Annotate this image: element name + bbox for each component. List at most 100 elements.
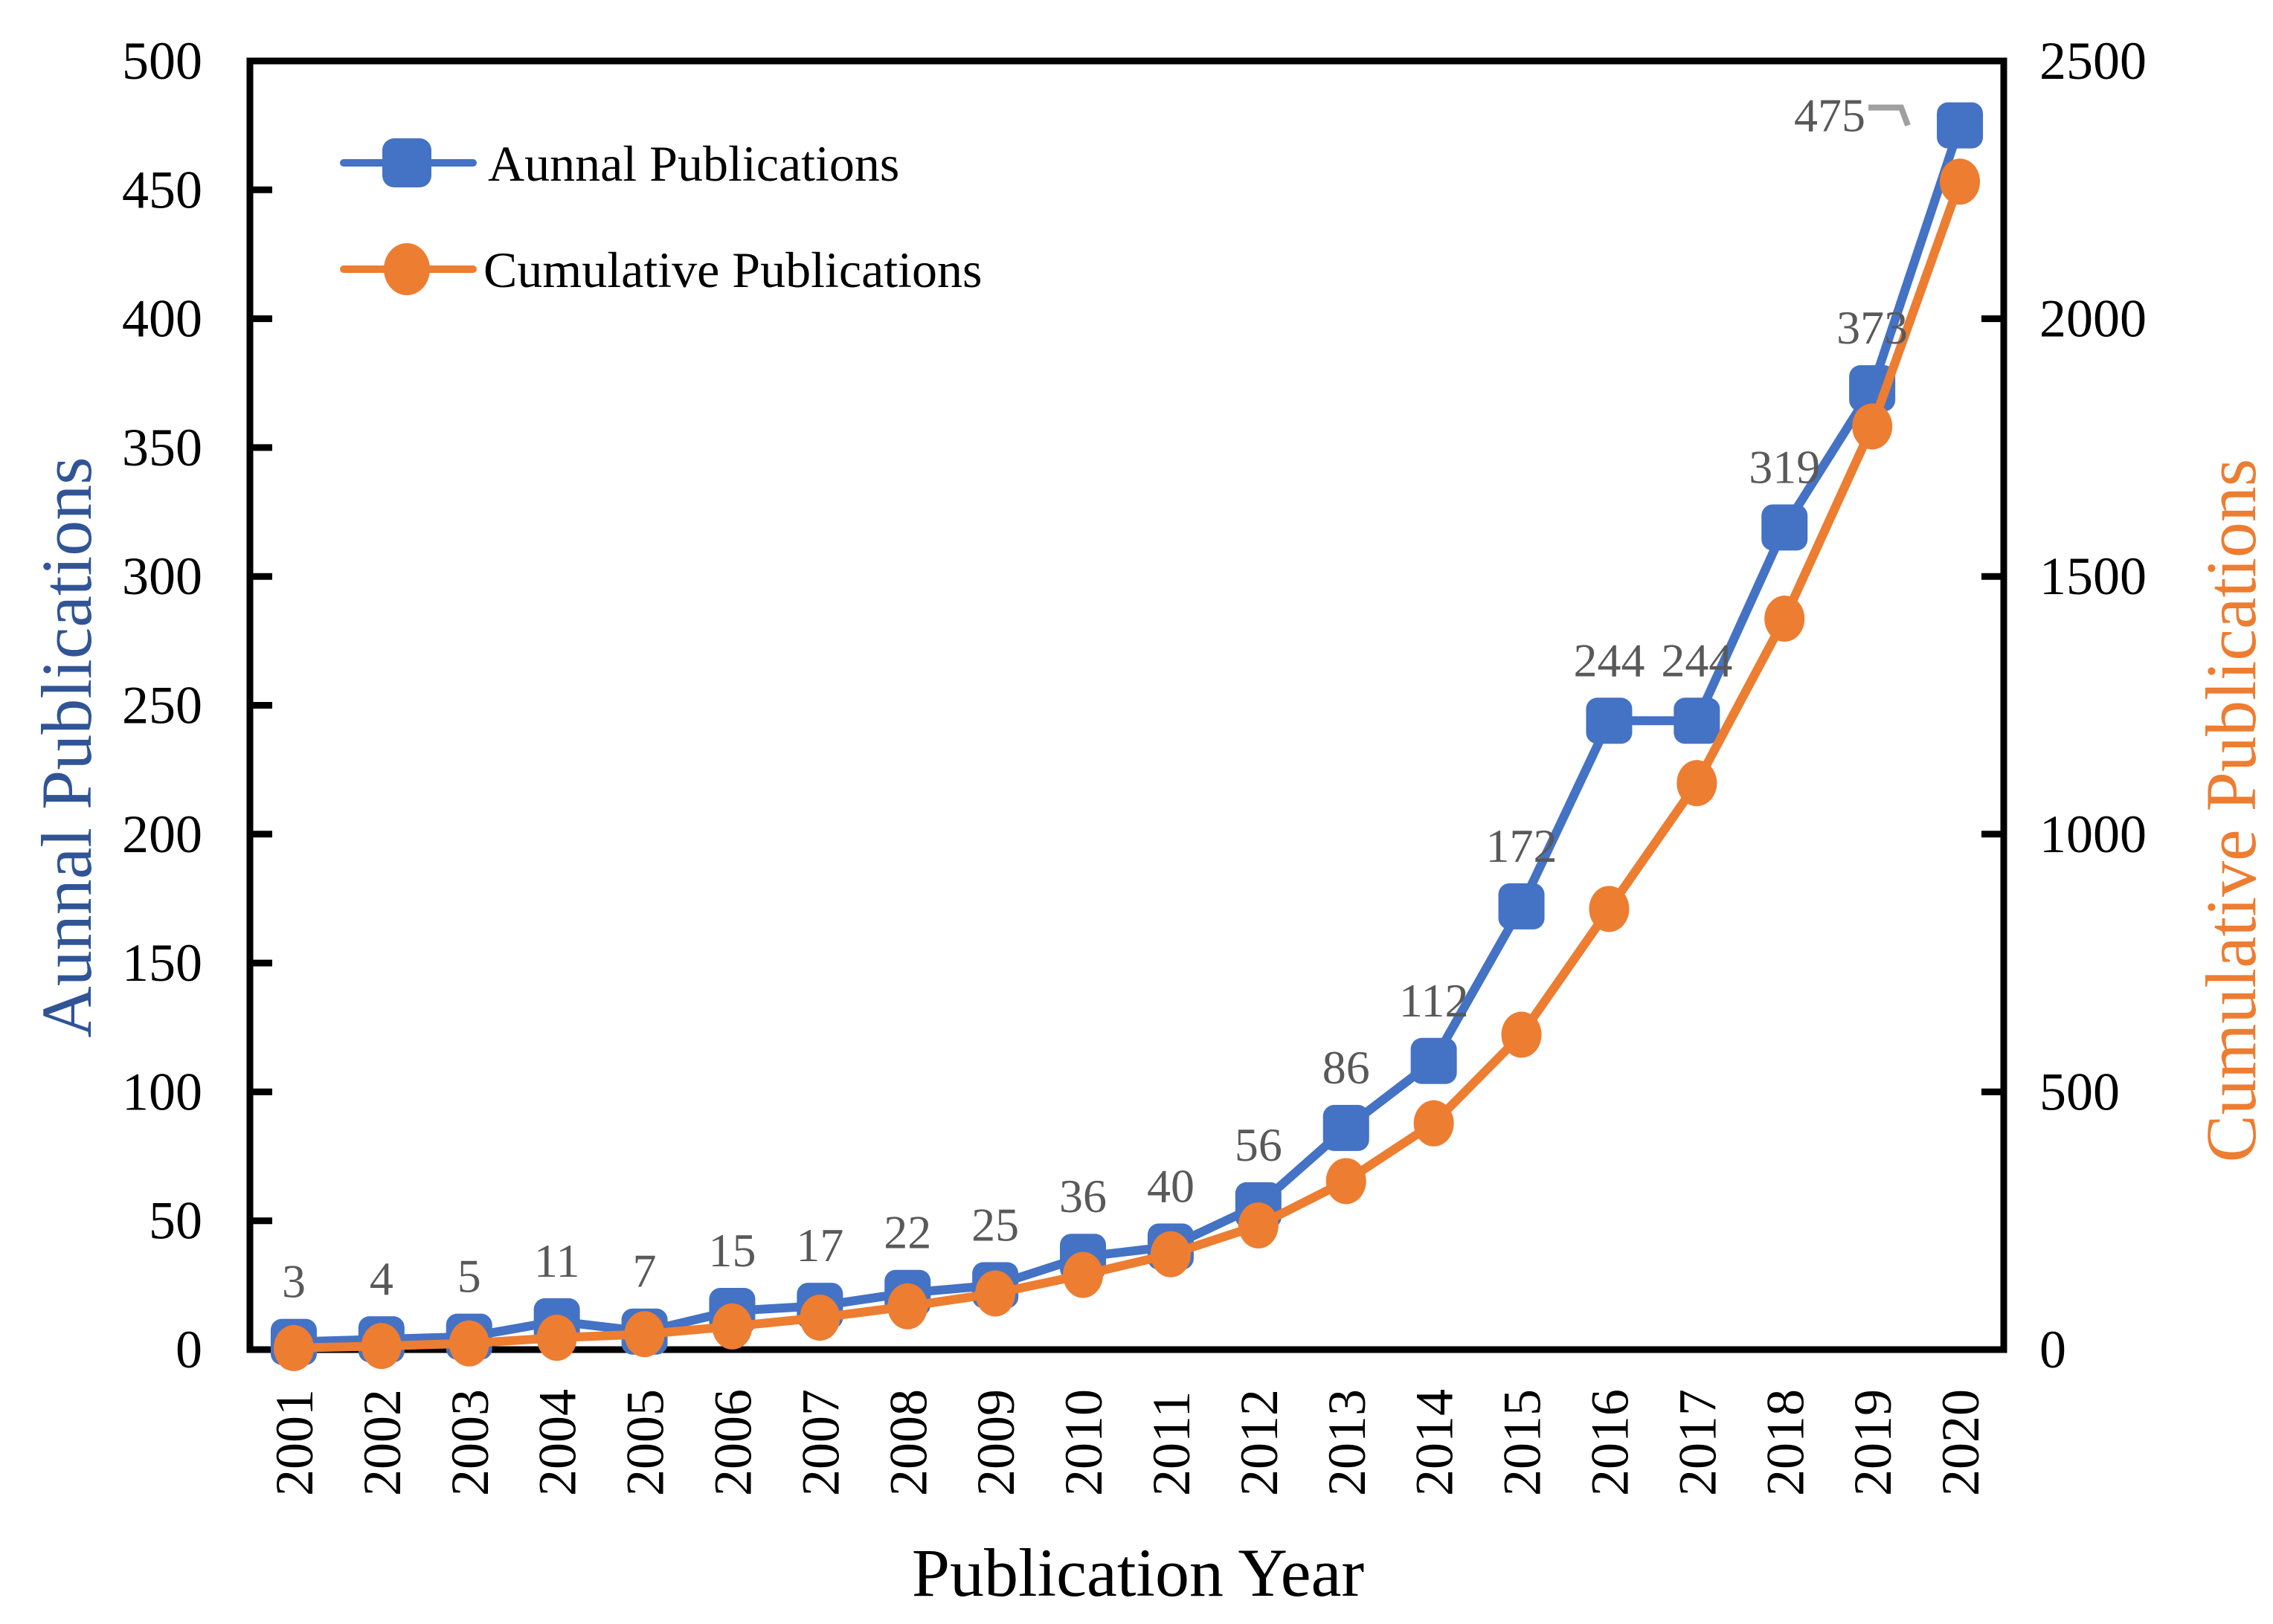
left-axis-tick-label: 500 bbox=[122, 31, 202, 91]
annual-marker bbox=[1674, 697, 1720, 744]
x-axis-tick-label: 2018 bbox=[1755, 1389, 1815, 1496]
x-axis-tick-label: 2017 bbox=[1668, 1389, 1727, 1496]
left-axis-ticks: 0 50 100 150 200 250 300 350 400 450 500 bbox=[122, 31, 272, 1379]
cumulative-marker bbox=[975, 1270, 1016, 1317]
data-label: 5 bbox=[457, 1250, 481, 1303]
left-axis-tick-label: 300 bbox=[122, 547, 202, 606]
cumulative-marker bbox=[1764, 596, 1805, 642]
x-axis-tick-label: 2002 bbox=[353, 1389, 412, 1496]
legend: Aunnal Publications Cumulative Publicati… bbox=[340, 135, 983, 298]
cumulative-marker bbox=[1501, 1011, 1542, 1058]
x-axis-tick-label: 2008 bbox=[878, 1389, 938, 1496]
left-axis-tick-label: 150 bbox=[122, 933, 202, 993]
right-axis-ticks: 0 500 1000 1500 2000 2500 bbox=[1981, 31, 2147, 1379]
cumulative-marker bbox=[1676, 760, 1717, 807]
data-label: 7 bbox=[633, 1245, 657, 1298]
plot-series bbox=[270, 102, 1984, 1371]
left-axis-tick-label: 400 bbox=[122, 289, 202, 349]
cumulative-marker bbox=[1852, 403, 1893, 450]
x-axis-tick-label: 2009 bbox=[966, 1389, 1026, 1496]
x-axis-tick-label: 2004 bbox=[528, 1389, 588, 1496]
data-label: 4 bbox=[370, 1252, 393, 1305]
data-label: 22 bbox=[884, 1206, 931, 1259]
left-axis-tick-label: 0 bbox=[176, 1320, 202, 1379]
annual-marker bbox=[1586, 697, 1633, 744]
x-axis-tick-label: 2019 bbox=[1843, 1389, 1903, 1496]
annual-marker bbox=[1498, 883, 1545, 929]
data-label: 244 bbox=[1573, 634, 1645, 686]
left-axis-title: Aunnal Publications bbox=[27, 457, 106, 1037]
data-label: 475 bbox=[1794, 89, 1865, 142]
x-axis-tick-label: 2006 bbox=[703, 1389, 762, 1496]
x-axis-tick-label: 2013 bbox=[1317, 1389, 1377, 1496]
cumulative-marker bbox=[273, 1324, 314, 1371]
data-label: 244 bbox=[1661, 634, 1732, 686]
data-label: 86 bbox=[1322, 1041, 1370, 1094]
data-label: 15 bbox=[708, 1224, 756, 1277]
data-label: 319 bbox=[1749, 440, 1820, 493]
cumulative-marker bbox=[800, 1295, 840, 1341]
x-axis-tick-label: 2011 bbox=[1142, 1391, 1201, 1496]
x-axis-tick-label: 2010 bbox=[1054, 1389, 1113, 1496]
cumulative-marker bbox=[1413, 1100, 1454, 1147]
data-label: 40 bbox=[1147, 1159, 1195, 1212]
left-axis-tick-label: 450 bbox=[122, 160, 202, 219]
data-label-leader-line bbox=[1868, 104, 1911, 127]
left-axis-tick-label: 350 bbox=[122, 418, 202, 477]
data-label: 112 bbox=[1399, 974, 1469, 1027]
right-axis-title: Cumulative Publications bbox=[2191, 459, 2271, 1163]
cumulative-marker bbox=[1325, 1158, 1366, 1205]
cumulative-marker bbox=[624, 1311, 665, 1358]
legend-marker-cumulative-circle bbox=[384, 243, 430, 295]
annual-marker bbox=[1322, 1104, 1369, 1151]
data-label: 11 bbox=[534, 1234, 580, 1287]
x-axis-tick-label: 2016 bbox=[1580, 1389, 1639, 1496]
left-axis-tick-label: 200 bbox=[122, 805, 202, 864]
right-axis-tick-label: 500 bbox=[2039, 1062, 2120, 1121]
legend-label-annual: Aunnal Publications bbox=[488, 135, 899, 192]
right-axis-tick-label: 0 bbox=[2039, 1320, 2066, 1379]
cumulative-marker bbox=[1150, 1231, 1191, 1277]
x-axis-title: Publication Year bbox=[912, 1535, 1364, 1611]
cumulative-marker bbox=[1940, 158, 1981, 205]
left-axis-tick-label: 100 bbox=[122, 1062, 202, 1121]
legend-item-cumulative: Cumulative Publications bbox=[340, 242, 983, 298]
data-label: 373 bbox=[1836, 301, 1908, 354]
left-axis-tick-label: 250 bbox=[122, 676, 202, 735]
cumulative-marker bbox=[449, 1320, 489, 1367]
data-label: 56 bbox=[1235, 1118, 1282, 1171]
annual-marker bbox=[1761, 504, 1808, 551]
legend-item-annual: Aunnal Publications bbox=[340, 135, 899, 192]
data-label: 3 bbox=[282, 1255, 306, 1308]
annual-marker bbox=[1937, 102, 1984, 149]
x-axis-tick-label: 2001 bbox=[265, 1389, 324, 1496]
cumulative-marker bbox=[1589, 886, 1630, 932]
x-axis-tick-label: 2007 bbox=[791, 1389, 850, 1496]
x-axis-tick-label: 2014 bbox=[1405, 1389, 1465, 1496]
data-label: 172 bbox=[1486, 819, 1557, 872]
cumulative-marker bbox=[1238, 1202, 1279, 1248]
data-label: 17 bbox=[796, 1219, 843, 1272]
legend-label-cumulative: Cumulative Publications bbox=[483, 242, 983, 298]
x-axis-tick-label: 2003 bbox=[440, 1389, 500, 1496]
right-axis-tick-label: 2500 bbox=[2039, 31, 2147, 91]
x-axis-tick-labels: 2001 2002 2003 2004 2005 2006 2007 2008 2009 2010… bbox=[265, 1389, 1990, 1496]
x-axis-tick-label: 2005 bbox=[616, 1389, 675, 1496]
cumulative-marker bbox=[887, 1283, 928, 1330]
right-axis-tick-label: 1000 bbox=[2039, 805, 2147, 864]
annual-marker bbox=[1410, 1037, 1457, 1084]
right-axis-tick-label: 2000 bbox=[2039, 289, 2147, 349]
cumulative-marker bbox=[712, 1303, 753, 1350]
data-label: 36 bbox=[1059, 1170, 1107, 1222]
x-axis-tick-label: 2020 bbox=[1931, 1389, 1990, 1496]
cumulative-marker bbox=[361, 1323, 402, 1370]
right-axis-tick-label: 1500 bbox=[2039, 547, 2147, 606]
data-labels: 3 4 5 11 7 15 17 22 25 36 40 56 86 112 172 244 244 319 373… bbox=[282, 89, 1908, 1308]
cumulative-marker bbox=[536, 1315, 577, 1362]
x-axis-tick-label: 2012 bbox=[1229, 1389, 1289, 1496]
left-axis-tick-label: 50 bbox=[149, 1191, 202, 1251]
cumulative-marker bbox=[1063, 1251, 1104, 1298]
